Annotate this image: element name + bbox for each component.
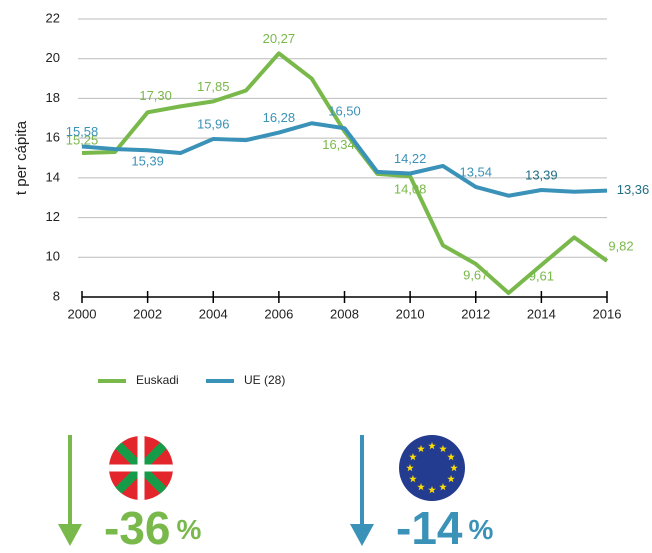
- x-tick-label: 2016: [593, 306, 622, 321]
- x-tick-label: 2004: [199, 306, 228, 321]
- legend-label: Euskadi: [136, 373, 179, 387]
- basque-flag: [109, 436, 173, 500]
- data-label: 17,85: [197, 79, 230, 94]
- eu-flag: [399, 435, 465, 501]
- star: [406, 464, 414, 472]
- x-tick-label: 2012: [461, 306, 490, 321]
- star: [447, 475, 455, 483]
- x-tick-label: 2000: [68, 306, 97, 321]
- data-label: 16,34: [322, 137, 355, 152]
- data-label: 14,08: [394, 182, 427, 197]
- data-label: 15,39: [131, 154, 164, 169]
- y-tick-label: 12: [46, 209, 60, 224]
- star: [409, 453, 417, 461]
- x-tick-label: 2014: [527, 306, 556, 321]
- y-tick-label: 8: [53, 288, 60, 303]
- star: [417, 444, 425, 453]
- data-label: 15,96: [197, 116, 230, 131]
- star: [447, 453, 455, 461]
- data-label: 15,58: [66, 124, 99, 139]
- star: [409, 475, 417, 483]
- x-tick-label: 2002: [133, 306, 162, 321]
- data-label: 16,50: [328, 104, 361, 119]
- data-label: 9,82: [608, 238, 633, 253]
- arrow-head: [58, 524, 82, 546]
- y-tick-label: 18: [46, 90, 60, 105]
- star: [428, 442, 436, 450]
- data-label: 14,22: [394, 151, 427, 166]
- data-label: 20,27: [263, 31, 296, 46]
- x-tick-label: 2006: [264, 306, 293, 321]
- star: [428, 486, 436, 494]
- arrow-head: [350, 524, 374, 546]
- data-label: 17,30: [139, 88, 172, 103]
- x-tick-label: 2008: [330, 306, 359, 321]
- data-label: 13,54: [459, 164, 492, 179]
- star: [439, 483, 447, 491]
- y-tick-label: 16: [46, 130, 60, 145]
- data-label: 13,36: [617, 182, 650, 197]
- star: [439, 444, 447, 453]
- y-axis-label: t per cápita: [13, 120, 30, 195]
- data-label: 9,67: [463, 267, 488, 282]
- x-tick-label: 2010: [396, 306, 425, 321]
- legend-label: UE (28): [244, 373, 285, 387]
- y-tick-label: 20: [46, 50, 60, 65]
- star: [417, 483, 425, 491]
- series-line: [81, 121, 608, 198]
- y-tick-label: 10: [46, 249, 60, 264]
- data-label: 13,39: [525, 167, 558, 182]
- star: [450, 464, 458, 472]
- y-tick-label: 22: [46, 10, 60, 25]
- data-label: 15,25: [66, 132, 99, 147]
- data-label: 9,61: [529, 268, 554, 283]
- data-label: 16,28: [263, 110, 296, 125]
- indicator-value: -36%: [104, 502, 201, 553]
- y-tick-label: 14: [46, 169, 60, 184]
- indicator-value: -14%: [396, 502, 493, 553]
